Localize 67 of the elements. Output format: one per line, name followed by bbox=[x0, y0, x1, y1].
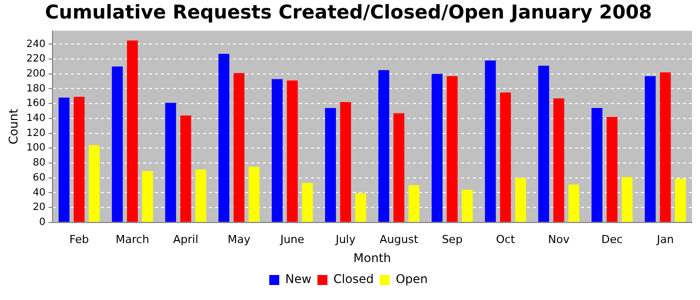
x-tick-label: Jan bbox=[656, 232, 674, 246]
y-tick-label: 0 bbox=[39, 216, 46, 228]
x-tick-label: August bbox=[380, 232, 419, 246]
bar bbox=[112, 66, 123, 222]
bar bbox=[484, 60, 496, 222]
y-tick-label: 220 bbox=[26, 54, 46, 65]
bar bbox=[58, 98, 70, 222]
bar bbox=[74, 96, 85, 222]
bar bbox=[500, 92, 511, 222]
bar bbox=[325, 108, 336, 222]
bar bbox=[592, 108, 602, 222]
bar bbox=[126, 40, 138, 222]
x-tick-label: July bbox=[334, 232, 356, 246]
bar bbox=[606, 116, 618, 222]
y-tick-label: 120 bbox=[26, 128, 46, 139]
bar bbox=[165, 102, 176, 222]
bar bbox=[195, 170, 206, 222]
x-tick-label: April bbox=[173, 232, 198, 246]
bar bbox=[302, 183, 313, 222]
bar bbox=[660, 72, 671, 222]
bar bbox=[393, 113, 404, 222]
bar bbox=[340, 102, 352, 222]
bar bbox=[234, 73, 244, 222]
x-tick-label: Dec bbox=[601, 232, 623, 246]
bar bbox=[378, 70, 390, 222]
legend-label: Closed bbox=[333, 272, 374, 286]
bar bbox=[622, 177, 633, 222]
x-tick-label: Sep bbox=[442, 232, 463, 246]
bar bbox=[142, 171, 153, 222]
x-tick-label: June bbox=[279, 232, 305, 246]
bar bbox=[568, 184, 580, 222]
y-tick-label: 180 bbox=[26, 83, 46, 94]
bar bbox=[553, 98, 564, 222]
bar bbox=[644, 76, 656, 222]
y-tick-label: 80 bbox=[32, 158, 46, 169]
bar bbox=[286, 80, 298, 222]
bar bbox=[355, 193, 366, 222]
legend-label: Open bbox=[396, 272, 428, 286]
x-tick-label: Oct bbox=[496, 232, 516, 246]
bar bbox=[515, 178, 526, 222]
bar bbox=[248, 166, 260, 222]
bar bbox=[408, 185, 420, 222]
x-tick-label: Nov bbox=[548, 232, 570, 246]
y-tick-label: 140 bbox=[26, 113, 46, 124]
bar bbox=[538, 66, 550, 222]
y-tick-label: 20 bbox=[32, 202, 46, 214]
x-axis-title: Month bbox=[353, 250, 392, 265]
y-tick-label: 60 bbox=[32, 172, 46, 184]
y-tick-label: 100 bbox=[26, 142, 46, 154]
bar bbox=[218, 54, 230, 222]
bar bbox=[180, 115, 192, 222]
x-tick-label: March bbox=[116, 232, 150, 246]
x-tick-label: Feb bbox=[69, 232, 89, 246]
y-tick-label: 40 bbox=[32, 187, 46, 198]
y-tick-label: 200 bbox=[26, 68, 46, 80]
bar bbox=[88, 145, 100, 222]
legend-label: New bbox=[285, 272, 312, 286]
chart-title: Cumulative Requests Created/Closed/Open January 2008 bbox=[44, 1, 652, 24]
bar bbox=[432, 74, 443, 222]
x-tick-label: May bbox=[228, 232, 251, 246]
y-axis-title: Count bbox=[6, 108, 20, 144]
y-tick-label: 160 bbox=[26, 98, 46, 110]
bar bbox=[272, 79, 283, 222]
bar bbox=[446, 76, 458, 222]
y-tick-label: 240 bbox=[26, 38, 46, 50]
bar bbox=[462, 190, 473, 222]
bar bbox=[675, 178, 686, 222]
